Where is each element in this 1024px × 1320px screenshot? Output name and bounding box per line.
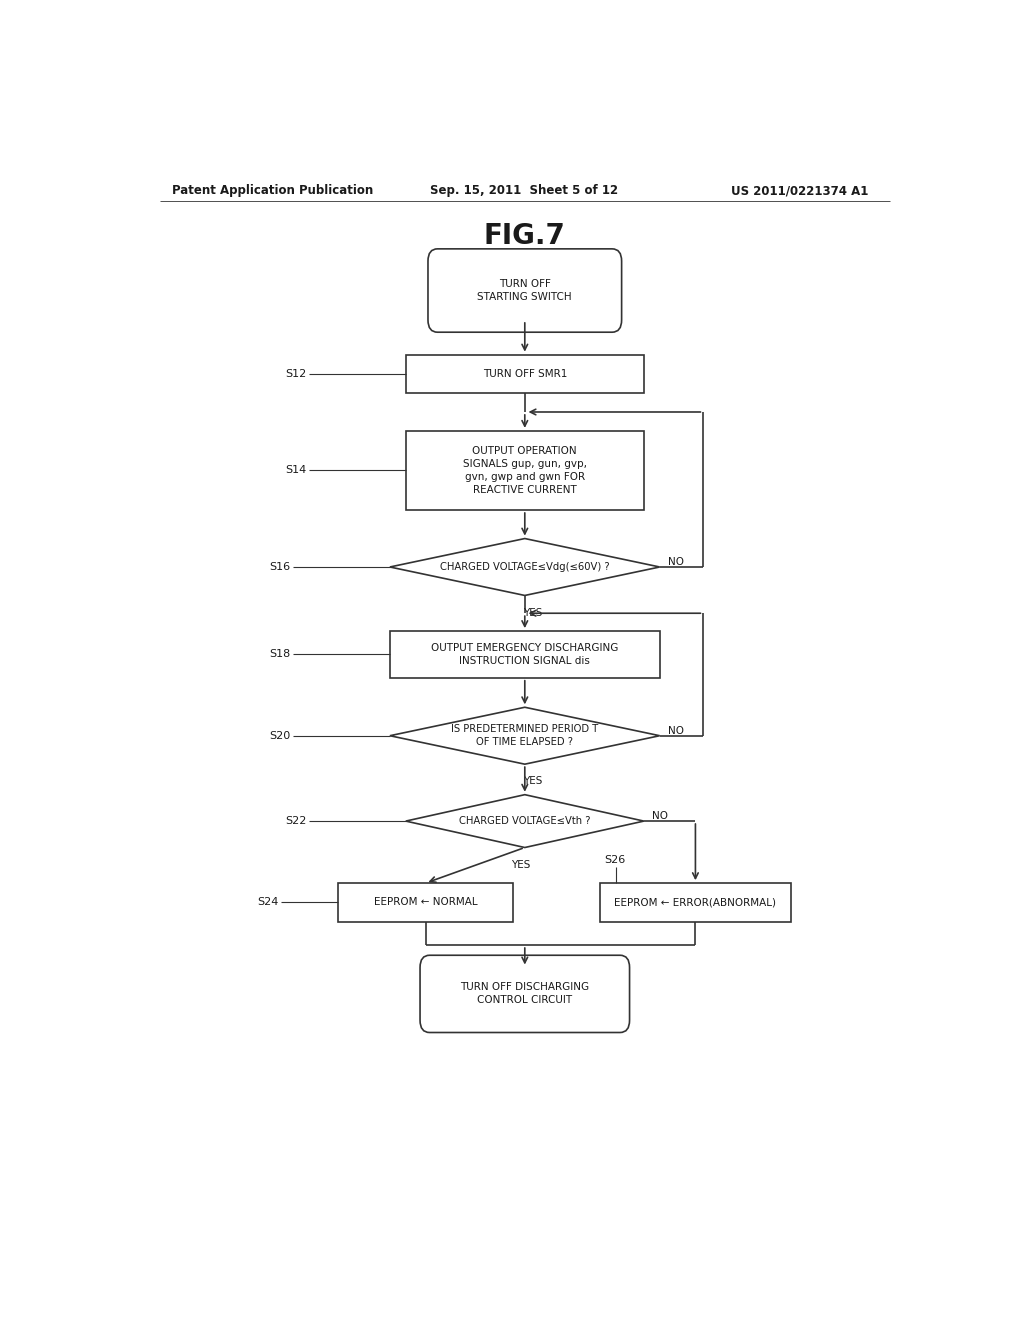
Text: OUTPUT OPERATION
SIGNALS gup, gun, gvp,
gvn, gwp and gwn FOR
REACTIVE CURRENT: OUTPUT OPERATION SIGNALS gup, gun, gvp, …	[463, 446, 587, 495]
Bar	[390, 631, 659, 677]
Text: IS PREDETERMINED PERIOD T
OF TIME ELAPSED ?: IS PREDETERMINED PERIOD T OF TIME ELAPSE…	[452, 725, 598, 747]
Text: EEPROM ← NORMAL: EEPROM ← NORMAL	[374, 898, 477, 907]
Text: EEPROM ← ERROR(ABNORMAL): EEPROM ← ERROR(ABNORMAL)	[614, 898, 776, 907]
Text: NO: NO	[652, 810, 668, 821]
Text: S18: S18	[269, 649, 291, 660]
Text: NO: NO	[668, 726, 684, 735]
Text: TURN OFF
STARTING SWITCH: TURN OFF STARTING SWITCH	[477, 279, 572, 302]
Bar	[406, 430, 644, 510]
Text: Sep. 15, 2011  Sheet 5 of 12: Sep. 15, 2011 Sheet 5 of 12	[430, 185, 617, 198]
Bar	[406, 355, 644, 393]
Text: S26: S26	[604, 855, 626, 865]
FancyBboxPatch shape	[428, 249, 622, 333]
Polygon shape	[390, 539, 659, 595]
Text: CHARGED VOLTAGE≤Vdg(≤60V) ?: CHARGED VOLTAGE≤Vdg(≤60V) ?	[440, 562, 609, 572]
Text: S12: S12	[286, 368, 306, 379]
Text: S20: S20	[269, 731, 291, 741]
Text: TURN OFF SMR1: TURN OFF SMR1	[482, 368, 567, 379]
Text: NO: NO	[668, 557, 684, 566]
Text: YES: YES	[511, 859, 530, 870]
Text: TURN OFF DISCHARGING
CONTROL CIRCUIT: TURN OFF DISCHARGING CONTROL CIRCUIT	[460, 982, 590, 1006]
Text: OUTPUT EMERGENCY DISCHARGING
INSTRUCTION SIGNAL dis: OUTPUT EMERGENCY DISCHARGING INSTRUCTION…	[431, 643, 618, 665]
Text: Patent Application Publication: Patent Application Publication	[172, 185, 373, 198]
Text: YES: YES	[523, 776, 543, 787]
Text: S16: S16	[269, 562, 291, 572]
Text: FIG.7: FIG.7	[484, 222, 565, 249]
Bar	[600, 883, 791, 921]
Bar	[338, 883, 513, 921]
Text: S14: S14	[286, 466, 306, 475]
Polygon shape	[406, 795, 644, 847]
FancyBboxPatch shape	[420, 956, 630, 1032]
Text: YES: YES	[523, 607, 543, 618]
Polygon shape	[390, 708, 659, 764]
Text: S24: S24	[257, 898, 279, 907]
Text: CHARGED VOLTAGE≤Vth ?: CHARGED VOLTAGE≤Vth ?	[459, 816, 591, 826]
Text: US 2011/0221374 A1: US 2011/0221374 A1	[731, 185, 868, 198]
Text: S22: S22	[286, 816, 306, 826]
